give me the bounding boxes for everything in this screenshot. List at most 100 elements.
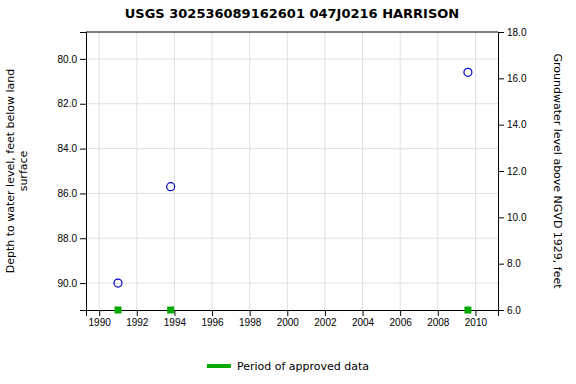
tick-mark [80,59,86,60]
grid-line-x [324,32,325,310]
plot: 1990 1992 1994 1996 1998 2000 2002 2004 2006 2008… [4,6,564,328]
tick-label: 1994 [164,317,187,328]
legend-swatch [207,364,231,368]
tick-label: 8.0 [507,258,521,269]
grid-line-x [475,32,476,310]
tick: 1998 [239,310,262,328]
tick: 1990 [89,310,112,328]
tick: 1996 [201,310,224,328]
tick-mark [498,310,504,311]
axis-line [499,33,505,311]
grid-line-x [249,32,250,310]
tick: 2002 [314,310,337,328]
tick-label: 2010 [465,317,488,328]
tick: 2004 [352,310,375,328]
tick-mark [498,171,504,172]
point [114,279,122,287]
y-axis: 80.0 82.0 84.0 86.0 88.0 90.0 [58,33,87,311]
grid-line-x [174,32,175,310]
tick: 84.0 [58,143,86,154]
grid-line-x [99,32,100,310]
grid-line-y [86,148,498,149]
y2-axis-label: Groundwater level above NGVD 1929, feet [551,53,564,289]
tick-label: 1996 [201,317,224,328]
tick-mark [498,32,504,33]
tick-mark [80,193,86,194]
tick-label: 1992 [126,317,149,328]
tick-label: 1998 [239,317,262,328]
tick-mark [498,125,504,126]
grid-line-x [437,32,438,310]
tick-label: 14.0 [507,119,527,130]
tick-label: 10.0 [507,212,527,223]
tick: 16.0 [498,73,527,84]
tick: 2000 [277,310,300,328]
grid-line-y [86,58,498,59]
tick-label: 88.0 [58,233,78,244]
tick: 2008 [427,310,450,328]
tick-label: 82.0 [58,98,78,109]
point [464,68,472,76]
tick-mark [325,310,326,316]
tick: 6.0 [498,305,521,316]
tick-mark [498,264,504,265]
tick: 10.0 [498,212,527,223]
tick-label: 6.0 [507,305,521,316]
y-axis-label: Depth to water level, feet below landsur… [4,69,30,274]
tick: 1992 [126,310,149,328]
tick: 80.0 [58,54,86,65]
tick-label: 2004 [352,317,375,328]
legend: Period of approved data [207,360,369,373]
grid-line-x [287,32,288,310]
tick-mark [212,310,213,316]
tick-label: 80.0 [58,54,78,65]
tick: 88.0 [58,233,86,244]
frame [86,32,498,33]
legend-item: Period of approved data [207,360,369,373]
tick-label: 18.0 [507,27,527,38]
axis-line [87,311,499,317]
tick: 14.0 [498,119,527,130]
tick-label: 2002 [314,317,337,328]
tick-label: 2000 [277,317,300,328]
tick-mark [438,310,439,316]
tick-mark [80,149,86,150]
approved-marker [167,307,174,314]
marks [114,68,472,287]
y-axis-label-line: Depth to water level, feet below land [4,69,17,274]
tick-label: 12.0 [507,166,527,177]
grid-line-y [86,238,498,239]
grid-line-y [86,103,498,104]
y-axis-label-line: surface [17,150,30,191]
edge-marks [114,307,471,314]
tick-label: 2008 [427,317,450,328]
legend-label: Period of approved data [237,360,369,373]
tick-mark [174,310,175,316]
y2-axis: 6.0 8.0 10.0 12.0 14.0 16.0 18.0 [498,27,527,316]
tick-label: 16.0 [507,73,527,84]
tick-mark [287,310,288,316]
tick-label: 86.0 [58,188,78,199]
tick-label: 84.0 [58,143,78,154]
grid-line-x [400,32,401,310]
grid [86,32,498,310]
tick-mark [475,310,476,316]
grid-line-x [136,32,137,310]
grid-line-x [212,32,213,310]
tick: 90.0 [58,278,86,289]
axis-line [80,33,87,311]
approved-marker [464,307,471,314]
tick-mark [250,310,251,316]
tick: 12.0 [498,166,527,177]
tick-label: 90.0 [58,278,78,289]
tick: 2006 [390,310,413,328]
approved-marker [114,307,121,314]
tick-label: 1990 [89,317,112,328]
tick-mark [498,78,504,79]
tick: 86.0 [58,188,86,199]
grid-line-x [362,32,363,310]
title: USGS 302536089162601 047J0216 HARRISON [125,6,459,21]
tick-mark [99,310,100,316]
x-axis: 1990 1992 1994 1996 1998 2000 2002 2004 2006 2008… [87,310,499,328]
tick: 8.0 [498,258,521,269]
